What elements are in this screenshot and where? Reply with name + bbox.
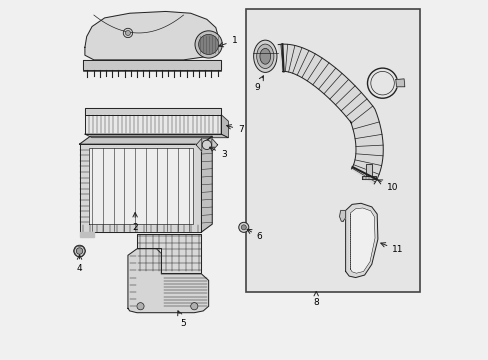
Polygon shape bbox=[221, 115, 228, 138]
Bar bbox=[246, 9, 419, 292]
Polygon shape bbox=[85, 115, 221, 134]
Ellipse shape bbox=[253, 40, 276, 72]
Polygon shape bbox=[366, 164, 371, 176]
Polygon shape bbox=[349, 208, 374, 273]
Text: 4: 4 bbox=[77, 255, 82, 274]
Circle shape bbox=[238, 222, 248, 232]
Circle shape bbox=[125, 31, 130, 36]
Text: 11: 11 bbox=[380, 243, 403, 255]
Polygon shape bbox=[196, 138, 202, 151]
Polygon shape bbox=[80, 232, 94, 237]
Circle shape bbox=[74, 245, 85, 257]
Circle shape bbox=[241, 225, 246, 230]
Polygon shape bbox=[80, 136, 212, 144]
Polygon shape bbox=[211, 138, 217, 151]
Text: 3: 3 bbox=[209, 147, 226, 159]
Text: 8: 8 bbox=[313, 292, 319, 307]
Polygon shape bbox=[137, 234, 201, 273]
Circle shape bbox=[123, 28, 132, 38]
Text: 6: 6 bbox=[246, 229, 262, 241]
Polygon shape bbox=[80, 144, 201, 232]
Polygon shape bbox=[88, 148, 192, 224]
Polygon shape bbox=[85, 134, 228, 138]
Text: 7: 7 bbox=[226, 125, 244, 134]
Circle shape bbox=[195, 31, 222, 58]
Polygon shape bbox=[201, 136, 212, 232]
Text: 1: 1 bbox=[218, 36, 237, 47]
Polygon shape bbox=[83, 60, 221, 69]
Ellipse shape bbox=[260, 48, 270, 64]
Ellipse shape bbox=[256, 44, 273, 68]
Polygon shape bbox=[345, 203, 377, 278]
Polygon shape bbox=[362, 176, 376, 179]
Polygon shape bbox=[85, 12, 218, 60]
Text: 10: 10 bbox=[377, 180, 397, 192]
Circle shape bbox=[137, 303, 144, 310]
Circle shape bbox=[190, 303, 198, 310]
Text: 5: 5 bbox=[177, 311, 186, 328]
Text: 9: 9 bbox=[254, 76, 263, 92]
Polygon shape bbox=[339, 211, 345, 221]
Polygon shape bbox=[128, 247, 208, 313]
Text: 2: 2 bbox=[132, 212, 138, 232]
Circle shape bbox=[198, 35, 218, 54]
Polygon shape bbox=[395, 79, 404, 87]
Circle shape bbox=[76, 248, 82, 254]
Circle shape bbox=[202, 140, 211, 149]
Polygon shape bbox=[278, 44, 383, 184]
Polygon shape bbox=[85, 108, 221, 115]
